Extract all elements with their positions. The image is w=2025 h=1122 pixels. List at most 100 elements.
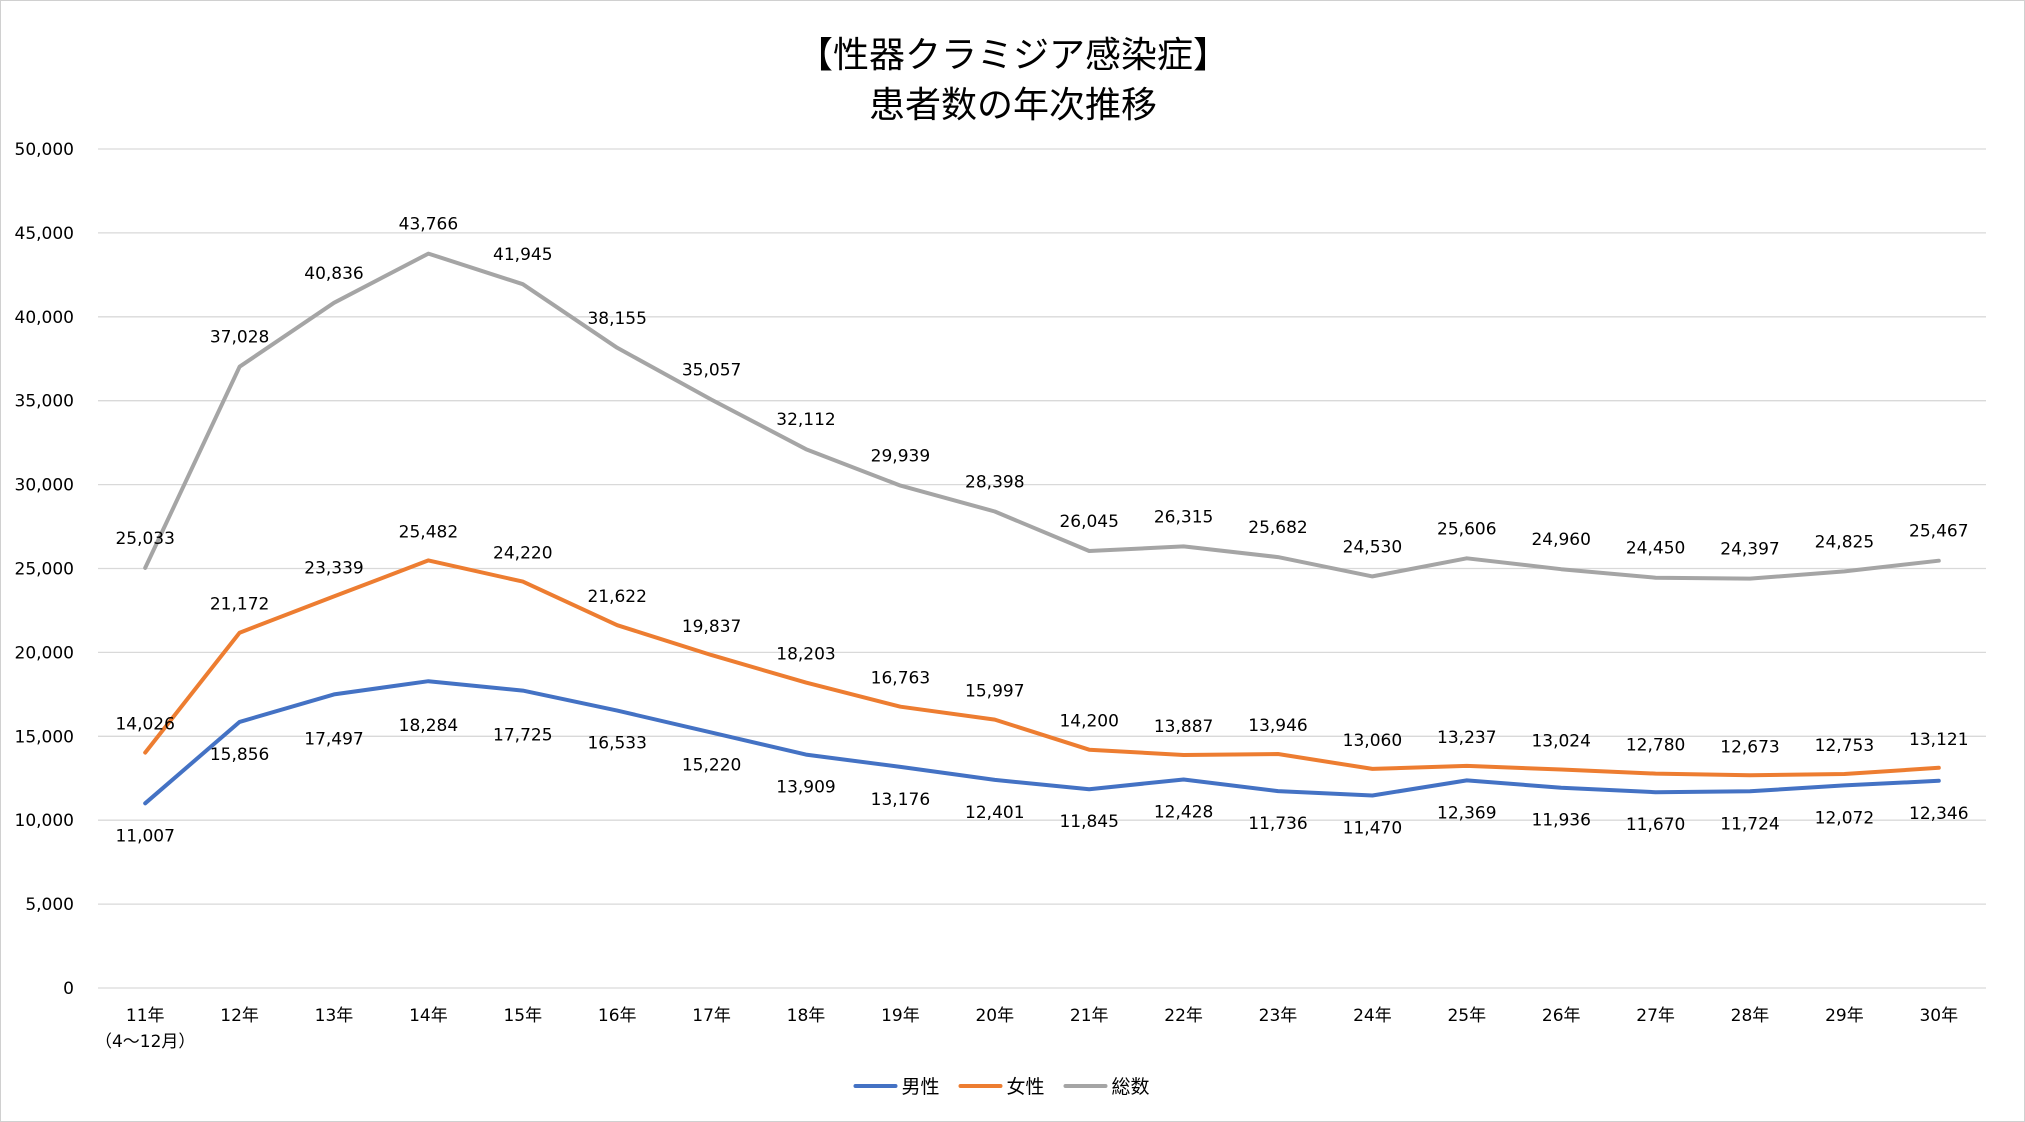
y-tick-label: 40,000 <box>15 308 74 328</box>
x-tick-label: 15年 <box>503 1006 542 1026</box>
data-label-female: 13,946 <box>1248 716 1307 736</box>
data-label-total: 25,033 <box>115 529 174 549</box>
x-tick-label: （4～12月） <box>95 1032 195 1052</box>
gridlines <box>98 148 1986 989</box>
series-line-total <box>143 251 1941 581</box>
x-tick-label: 19年 <box>881 1006 920 1026</box>
data-label-male: 18,284 <box>399 716 458 736</box>
y-tick-label: 25,000 <box>15 560 74 580</box>
data-label-total: 25,606 <box>1437 519 1496 539</box>
data-label-female: 13,237 <box>1437 728 1496 748</box>
x-tick-label: 12年 <box>220 1006 259 1026</box>
data-label-female: 18,203 <box>776 645 835 665</box>
legend-item-female: 女性 <box>958 1076 1045 1098</box>
data-label-male: 12,346 <box>1909 804 1968 824</box>
data-label-male: 13,909 <box>776 778 835 798</box>
y-tick-label: 35,000 <box>15 392 74 412</box>
legend-label-male: 男性 <box>902 1076 940 1098</box>
data-label-female: 13,060 <box>1343 731 1402 751</box>
data-label-female: 13,121 <box>1909 730 1968 750</box>
data-label-female: 12,780 <box>1626 736 1685 756</box>
data-label-total: 24,825 <box>1815 532 1874 552</box>
x-tick-label: 21年 <box>1070 1006 1109 1026</box>
data-label-total: 35,057 <box>682 361 741 381</box>
data-label-male: 11,470 <box>1343 819 1402 839</box>
x-tick-label: 18年 <box>787 1006 826 1026</box>
data-label-male: 13,176 <box>871 790 930 810</box>
data-label-female: 25,482 <box>399 522 458 542</box>
y-tick-label: 30,000 <box>15 476 74 496</box>
x-tick-label: 24年 <box>1353 1006 1392 1026</box>
data-label-total: 28,398 <box>965 472 1024 492</box>
data-label-total: 26,315 <box>1154 507 1213 527</box>
data-label-total: 24,450 <box>1626 539 1685 559</box>
data-label-total: 24,530 <box>1343 537 1402 557</box>
x-tick-label: 17年 <box>692 1006 731 1026</box>
data-label-male: 12,072 <box>1815 808 1874 828</box>
data-label-female: 15,997 <box>965 682 1024 702</box>
data-label-male: 12,369 <box>1437 803 1496 823</box>
data-label-total: 41,945 <box>493 245 552 265</box>
x-tick-label: 30年 <box>1919 1006 1958 1026</box>
y-tick-label: 15,000 <box>15 727 74 747</box>
data-label-male: 17,725 <box>493 726 552 746</box>
series-lines <box>143 251 1941 806</box>
data-label-total: 25,682 <box>1248 518 1307 538</box>
data-label-female: 14,026 <box>115 715 174 735</box>
x-tick-label: 22年 <box>1164 1006 1203 1026</box>
data-labels: 11,007 15,856 17,497 18,284 17,725 16,533 15,2… <box>115 215 1968 847</box>
data-label-total: 38,155 <box>587 309 646 329</box>
chart-title: 【性器クラミジア感染症】 <box>797 35 1229 76</box>
data-label-total: 43,766 <box>399 215 458 235</box>
data-label-female: 21,172 <box>210 595 269 615</box>
x-tick-label: 26年 <box>1542 1006 1581 1026</box>
data-label-male: 11,845 <box>1059 812 1118 832</box>
x-tick-label: 16年 <box>598 1006 637 1026</box>
x-tick-label: 27年 <box>1636 1006 1675 1026</box>
data-label-female: 12,753 <box>1815 736 1874 756</box>
data-label-female: 24,220 <box>493 544 552 564</box>
data-label-female: 23,339 <box>304 558 363 578</box>
data-label-female: 16,763 <box>871 669 930 689</box>
data-label-female: 13,887 <box>1154 717 1213 737</box>
series-line-female <box>143 558 1941 778</box>
data-label-male: 15,856 <box>210 745 269 765</box>
data-label-total: 32,112 <box>776 410 835 430</box>
x-tick-label: 14年 <box>409 1006 448 1026</box>
legend-item-total: 総数 <box>1063 1076 1150 1098</box>
data-label-male: 11,670 <box>1626 815 1685 835</box>
legend: 男性 女性 総数 <box>853 1076 1150 1098</box>
data-label-total: 37,028 <box>210 328 269 348</box>
data-label-male: 15,220 <box>682 756 741 776</box>
data-label-male: 17,497 <box>304 729 363 749</box>
data-label-male: 12,428 <box>1154 802 1213 822</box>
legend-label-female: 女性 <box>1007 1076 1045 1098</box>
data-label-male: 11,736 <box>1248 814 1307 834</box>
y-tick-label: 45,000 <box>15 224 74 244</box>
y-tick-label: 50,000 <box>15 140 74 160</box>
data-label-male: 11,007 <box>115 826 174 846</box>
x-tick-label: 28年 <box>1731 1006 1770 1026</box>
data-label-total: 29,939 <box>871 447 930 467</box>
data-label-male: 16,533 <box>587 734 646 754</box>
data-label-female: 13,024 <box>1531 731 1590 751</box>
data-label-female: 21,622 <box>587 587 646 607</box>
y-axis-ticks: 0 5,000 10,000 15,000 20,000 25,000 30,000 35,0… <box>15 140 74 999</box>
data-label-female: 14,200 <box>1059 712 1118 732</box>
x-tick-label: 23年 <box>1259 1006 1298 1026</box>
legend-item-male: 男性 <box>853 1076 940 1098</box>
y-tick-label: 5,000 <box>25 895 74 915</box>
y-tick-label: 20,000 <box>15 643 74 663</box>
legend-label-total: 総数 <box>1112 1076 1150 1098</box>
data-label-total: 24,960 <box>1531 530 1590 550</box>
data-label-male: 11,724 <box>1720 814 1779 834</box>
x-tick-label: 29年 <box>1825 1006 1864 1026</box>
y-tick-label: 0 <box>63 979 74 999</box>
data-label-total: 25,467 <box>1909 522 1968 542</box>
chart-subtitle: 患者数の年次推移 <box>869 85 1157 126</box>
x-tick-label: 11年 <box>126 1006 165 1026</box>
x-tick-label: 20年 <box>975 1006 1014 1026</box>
x-tick-label: 13年 <box>315 1006 354 1026</box>
y-tick-label: 10,000 <box>15 811 74 831</box>
